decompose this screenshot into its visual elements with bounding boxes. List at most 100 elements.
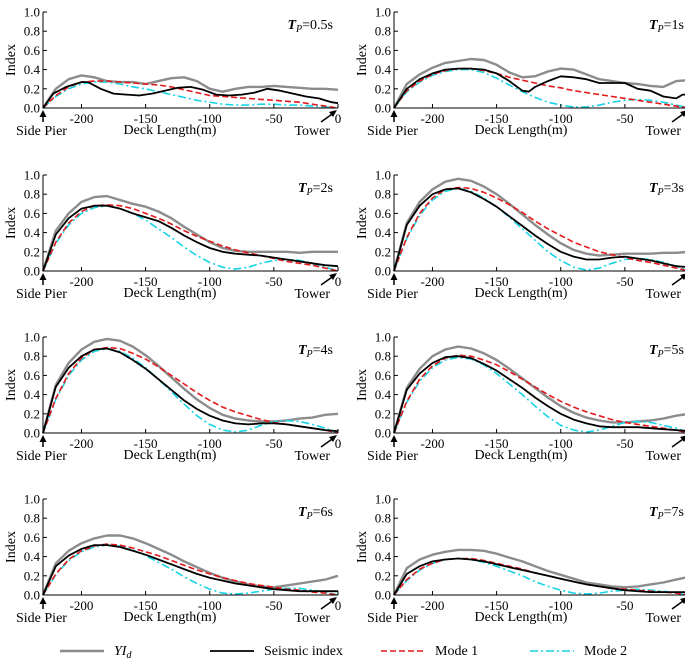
series-line-mode1: [393, 557, 685, 596]
x-axis-label: Deck Length(m): [124, 610, 217, 625]
side-pier-arrowhead: [390, 273, 398, 280]
y-axis-label: Index: [355, 531, 370, 563]
series-line-seismic: [42, 544, 338, 596]
y-tick-label: 0.2: [375, 406, 391, 421]
y-tick-label: 0.6: [24, 530, 41, 545]
tower-arrowhead: [680, 597, 685, 604]
chart-panel-4: 0.00.20.40.60.81.0-200-150-100-500IndexD…: [355, 168, 685, 302]
x-tick-label: -50: [265, 436, 282, 451]
side-pier-label: Side Pier: [16, 124, 67, 139]
y-tick-label: 0.0: [24, 101, 40, 116]
y-tick-label: 0.6: [24, 206, 41, 221]
x-tick-label: -150: [134, 274, 158, 289]
y-tick-label: 1.0: [24, 492, 40, 507]
legend-label-yid: YId: [114, 644, 132, 661]
y-tick-label: 0.8: [375, 24, 391, 39]
tower-label: Tower: [294, 611, 330, 626]
x-tick-label: -50: [265, 274, 282, 289]
chart-panel-2: 0.00.20.40.60.81.0-200-150-100-500IndexD…: [355, 5, 685, 139]
x-tick-label: -50: [265, 598, 282, 613]
x-tick-label: -200: [421, 436, 445, 451]
axis-frame: [393, 12, 685, 109]
chart-panel-1: 0.0 0.2 0.4 0.6 0.8 1.0 -200 -150 -100 -50 0 Index D…: [4, 5, 341, 140]
y-tick-label: 0.2: [24, 568, 40, 583]
y-tick-label: 0.4: [375, 387, 392, 402]
series-line-mode2: [393, 68, 685, 109]
series-line-mode1: [42, 80, 339, 109]
chart-panel-3: 0.0 0.2 0.4 0.6 0.8 1.0 -200 -150 -100 -50 0 Index D…: [4, 168, 341, 303]
x-tick-label: -200: [421, 111, 445, 126]
y-tick-label: 0.4: [24, 387, 41, 402]
side-pier-label: Side Pier: [16, 611, 67, 626]
series-line-yid: [392, 177, 685, 272]
series-line-seismic: [42, 204, 339, 272]
chart-panel-6: 0.00.20.40.60.81.0-200-150-100-500IndexD…: [355, 330, 685, 464]
tower-arrowhead: [680, 435, 685, 442]
tower-label: Tower: [294, 124, 330, 139]
y-tick-label: 0.2: [375, 568, 391, 583]
y-tick-label: 0.8: [24, 187, 40, 202]
x-tick-label: -200: [421, 598, 445, 613]
side-pier-label: Side Pier: [16, 287, 67, 302]
x-axis-label: Deck Length(m): [475, 123, 568, 138]
y-tick-label: 1.0: [24, 5, 40, 20]
x-tick-label: -150: [134, 111, 158, 126]
y-axis-label: Index: [355, 369, 370, 401]
y-tick-label: 0.6: [375, 368, 392, 383]
x-tick-label: -50: [616, 111, 633, 126]
side-pier-label: Side Pier: [367, 449, 418, 464]
y-tick-label: 0.8: [24, 24, 40, 39]
axis-frame: [393, 499, 685, 596]
x-tick-label: -200: [70, 436, 94, 451]
y-tick-label: 0.2: [375, 81, 391, 96]
side-pier-label: Side Pier: [367, 611, 418, 626]
side-pier-label: Side Pier: [367, 124, 418, 139]
x-tick-label: -150: [485, 111, 509, 126]
series-line-mode1: [393, 354, 685, 434]
tower-arrowhead: [329, 435, 337, 442]
x-tick-label: -200: [421, 274, 445, 289]
x-tick-label: -150: [485, 436, 509, 451]
x-tick-label: -150: [134, 436, 158, 451]
x-tick-label: -150: [134, 598, 158, 613]
chart-panel-7: 0.0 0.2 0.4 0.6 0.8 1.0 -200 -150 -100 -50 0 Index D…: [4, 492, 341, 627]
tower-label: Tower: [645, 611, 681, 626]
x-tick-label: 0: [335, 436, 342, 451]
x-axis-label: Deck Length(m): [475, 448, 568, 463]
panel-title: TP=7s: [649, 505, 684, 522]
y-tick-label: 1.0: [375, 5, 391, 20]
y-tick-label: 0.2: [24, 81, 40, 96]
legend-label-seismic: Seismic index: [264, 644, 343, 659]
x-tick-label: -100: [198, 274, 222, 289]
y-axis-label: Index: [4, 531, 19, 563]
panel-title: TP=2s: [298, 181, 333, 198]
series-line-mode2: [42, 81, 339, 109]
y-tick-label: 1.0: [24, 168, 40, 183]
y-tick-label: 1.0: [375, 168, 391, 183]
series-line-seismic: [393, 355, 685, 434]
y-tick-label: 0.0: [375, 426, 391, 441]
panel-title: TP=3s: [649, 181, 684, 198]
side-pier-arrowhead: [39, 273, 47, 280]
y-tick-label: 0.2: [24, 406, 40, 421]
y-tick-label: 0.2: [24, 244, 40, 259]
y-tick-label: 0.4: [375, 62, 392, 77]
legend: YId Seismic index Mode 1 Mode 2: [60, 644, 627, 661]
tower-label: Tower: [645, 449, 681, 464]
x-tick-label: -100: [198, 436, 222, 451]
series-line-yid: [392, 57, 685, 109]
panel-title: TP=1s: [649, 18, 684, 35]
x-axis-label: Deck Length(m): [124, 448, 217, 463]
tower-arrowhead: [329, 110, 337, 117]
series-line-mode1: [42, 543, 339, 596]
series-line-seismic: [393, 187, 685, 272]
side-pier-arrowhead: [390, 110, 398, 117]
x-tick-label: 0: [335, 598, 342, 613]
y-tick-label: 0.6: [375, 43, 392, 58]
y-axis-label: Index: [355, 44, 370, 76]
tower-label: Tower: [294, 449, 330, 464]
y-axis-label: Index: [355, 207, 370, 239]
y-axis-label: Index: [4, 207, 19, 239]
series-line-seismic: [42, 347, 339, 434]
